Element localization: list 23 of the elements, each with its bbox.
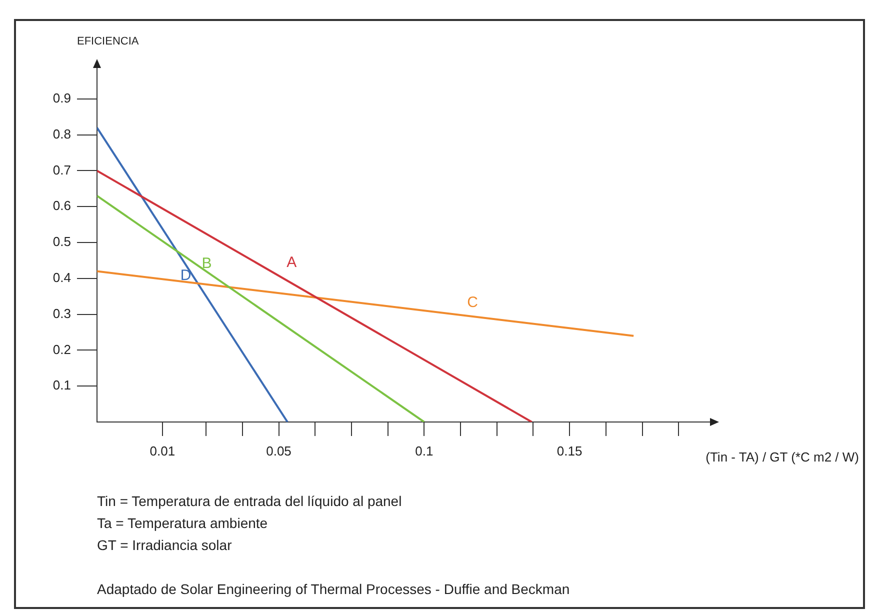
series-label: A <box>286 254 297 271</box>
text: GT = Irradiancia solar <box>97 536 232 553</box>
y-tick-label: 0.2 <box>52 342 71 357</box>
x-tick-label: 0.15 <box>556 443 582 458</box>
text: Ta = Temperatura ambiente <box>97 514 268 531</box>
text: Adaptado de Solar Engineering of Thermal Processes - Duffie and Beckman <box>97 580 570 597</box>
y-axis-title: EFICIENCIA <box>77 36 140 48</box>
x-tick-label: 0.01 <box>150 443 176 458</box>
y-tick-label: 0.3 <box>52 306 71 321</box>
x-tick-label: 0.1 <box>415 443 434 458</box>
y-tick-label: 0.9 <box>52 90 71 106</box>
series-label: C <box>467 294 478 312</box>
y-tick-label: 0.4 <box>52 270 71 285</box>
series-label: B <box>202 254 212 272</box>
y-tick-label: 0.6 <box>52 198 71 214</box>
x-axis-title: (Tin - TA) / GT (*C m2 / W) <box>706 450 859 465</box>
series-label: D <box>180 267 192 284</box>
y-tick-label: 0.5 <box>52 234 71 250</box>
y-tick-label: 0.7 <box>52 162 71 178</box>
x-tick-label: 0.05 <box>266 443 292 458</box>
y-tick-label: 0.8 <box>52 126 71 142</box>
text: Tin = Temperatura de entrada del líquido al panel <box>97 492 402 509</box>
y-tick-label: 0.1 <box>52 378 71 393</box>
